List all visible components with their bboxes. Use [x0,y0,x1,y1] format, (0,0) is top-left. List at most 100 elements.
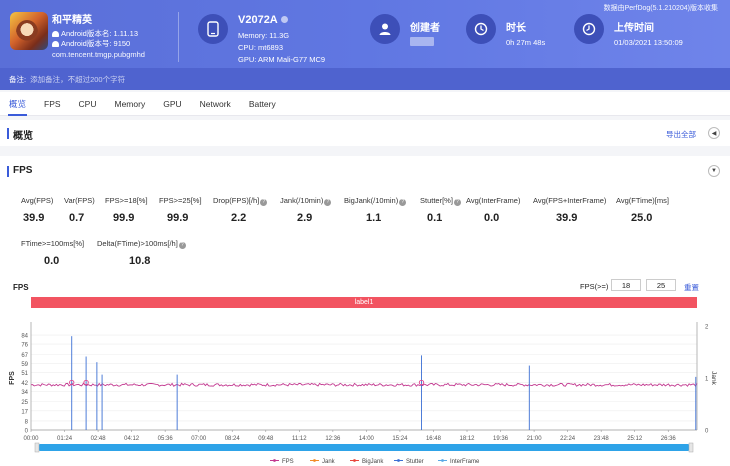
fps-panel: FPS ▼ Avg(FPS) 39.9 Var(FPS) 0.7 FPS>=18… [0,156,730,466]
x-tick-label: 08:24 [225,436,241,442]
x-tick-label: 15:24 [392,436,408,442]
x-tick-label: 21:00 [527,436,543,442]
y2-tick-label: 1 [705,377,709,383]
x-tick-label: 18:12 [460,436,476,442]
legend-label: Jank [322,459,336,465]
help-icon[interactable]: ? [324,199,332,206]
metric-value-fps25: 99.9 [167,212,189,224]
remark-bar[interactable]: 备注: 添加备注，不超过200个字符 [0,68,730,90]
y-tick-label: 84 [21,334,28,340]
x-tick-label: 25:12 [627,436,643,442]
y2-tick-label: 2 [705,325,709,331]
creator-name-masked [410,37,434,46]
metric-value-avg-fps-interframe: 39.9 [556,212,578,224]
y-tick-label: 25 [21,400,28,406]
remark-input[interactable]: 添加备注，不超过200个字符 [30,74,126,84]
metric-value-var-fps: 0.7 [69,212,85,224]
legend-dot [313,459,316,462]
fps-threshold-input-1[interactable] [611,279,641,291]
y-tick-label: 67 [21,353,28,359]
x-tick-label: 12:36 [325,436,341,442]
y2-tick-label: 0 [705,429,709,435]
x-tick-label: 22:24 [560,436,576,442]
clock-icon [466,14,496,44]
y-tick-label: 34 [21,390,28,396]
tab-battery[interactable]: Battery [248,98,276,109]
metric-label-avg-fps-interframe: Avg(FPS+InterFrame) [533,196,607,205]
x-tick-label: 07:00 [191,436,207,442]
metric-label-drop-fps: Drop(FPS)[/h]? [213,196,268,206]
collector-notice: 数据由PerfDog(5.1.210204)版本收集 [603,5,718,12]
legend-label: InterFrame [450,459,480,465]
fps-section-title: FPS [6,165,33,177]
label-band[interactable]: label1 [31,297,697,308]
tab-memory[interactable]: Memory [114,98,146,109]
user-icon [370,14,400,44]
tab-network[interactable]: Network [199,98,231,109]
metric-value-delta-ftime: 10.8 [129,255,151,267]
zoom-slider [39,444,689,451]
fps-chart[interactable]: 0 8 17 25 34 42 51 59 67 76 84 0 1 2 FPS Jank 00:00 01:24… [0,312,730,466]
x-tick-label: 16:48 [426,436,442,442]
overview-section-header: 概览 导出全部 ◀ [0,120,730,146]
legend-dot [273,459,276,462]
metric-label-delta-ftime: Delta(FTime)>100ms[/h]? [97,239,186,249]
metric-label-ftime100: FTime>=100ms[%] [21,239,85,248]
collapse-left-icon[interactable]: ◀ [708,127,720,139]
metric-label-var-fps: Var(FPS) [64,196,95,205]
x-tick-label: 02:48 [91,436,107,442]
header-divider [178,12,179,62]
metric-label-avg-ftime: Avg(FTime)[ms] [616,196,669,205]
x-tick-label: 09:48 [258,436,274,442]
metric-value-avg-interframe: 0.0 [484,212,500,224]
metric-value-avg-ftime: 25.0 [631,212,653,224]
jank-marker [418,379,425,386]
tab-fps[interactable]: FPS [44,98,61,109]
x-tick-label: 19:36 [493,436,509,442]
metric-label-fps25: FPS>=25[%] [159,196,202,205]
x-tick-label: 01:24 [57,436,73,442]
tab-gpu[interactable]: GPU [163,98,182,109]
tab-cpu[interactable]: CPU [78,98,97,109]
android-icon [52,41,59,47]
zoom-handle-right [688,442,694,453]
metric-label-fps18: FPS>=18[%] [105,196,148,205]
export-all-link[interactable]: 导出全部 [666,130,696,139]
legend-label: BigJank [362,459,384,465]
y-axis-label: FPS [9,371,16,385]
metric-value-avg-fps: 39.9 [23,212,45,224]
duration-value: 0h 27m 48s [506,38,546,47]
device-cpu: CPU: mt6893 [238,43,284,52]
help-icon[interactable]: ? [453,199,461,206]
metric-label-stutter: Stutter[%]? [420,196,461,206]
metric-label-jank: Jank(/10min)? [280,196,332,206]
help-icon[interactable]: ? [260,199,268,206]
legend-label: FPS [282,459,294,465]
help-icon[interactable]: ? [399,199,407,206]
y2-axis-label: Jank [710,371,717,385]
collapse-down-icon[interactable]: ▼ [708,165,720,177]
y-tick-label: 59 [21,362,28,368]
tab-overview[interactable]: 概览 [0,92,35,116]
remark-label: 备注: [9,74,27,84]
y-tick-label: 17 [21,409,28,415]
metric-label-bigjank: BigJank(/10min)? [344,196,407,206]
metric-label-avg-interframe: Avg(InterFrame) [466,196,521,205]
x-tick-label: 00:00 [23,436,39,442]
info-icon[interactable] [280,16,288,23]
device-memory: Memory: 11.3G [238,31,290,40]
help-icon[interactable]: ? [178,242,186,249]
metric-value-bigjank: 1.1 [366,212,382,224]
x-tick-label: 05:36 [158,436,174,442]
y-tick-label: 51 [21,371,28,377]
app-name: 和平精英 [52,15,92,26]
device-name: V2072A [238,14,288,26]
report-header: 数据由PerfDog(5.1.210204)版本收集 和平精英 Android版… [0,0,730,90]
metric-value-drop-fps: 2.2 [231,212,247,224]
reset-link[interactable]: 重置 [684,283,699,292]
zoom-handle-left [34,442,40,453]
y-tick-label: 42 [21,381,28,387]
fps-threshold-input-2[interactable] [646,279,676,291]
upload-value: 01/03/2021 13:50:09 [614,38,683,47]
chart-title: FPS [13,283,29,292]
